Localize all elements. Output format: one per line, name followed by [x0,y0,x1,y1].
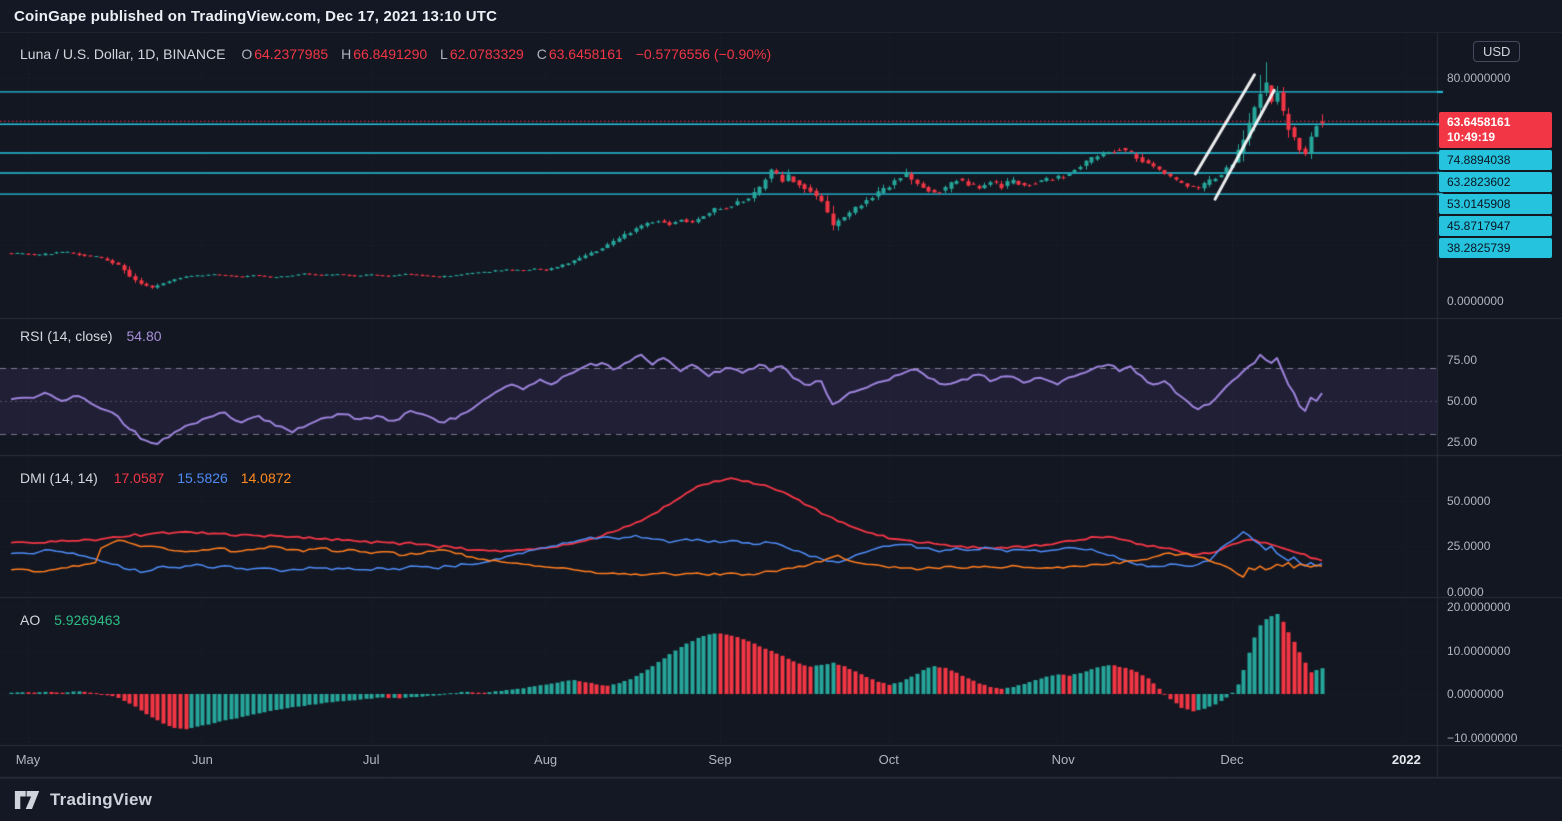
high-key: H [341,46,352,62]
dmi-minus-di-value: 14.0872 [240,470,292,486]
bar-countdown: 10:49:19 [1447,130,1496,145]
attribution-text: CoinGape published on TradingView.com, D… [14,7,498,25]
rsi-tick-1: 50.00 [1447,394,1478,408]
low-key: L [440,46,448,62]
ao-tick-1: 10.0000000 [1447,643,1511,658]
tradingview-footer: TradingView [0,778,1562,821]
month-label-8: 2022 [1391,752,1421,767]
ao-tick-2: 0.0000000 [1447,687,1504,701]
low-value: 62.0783329 [449,46,524,62]
dmi-adx-value: 17.0587 [113,470,165,486]
rsi-value: 54.80 [126,328,162,344]
open-key: O [241,46,253,62]
ao-tick-0: 20.0000000 [1447,600,1511,614]
chart-canvas[interactable] [0,33,1562,778]
main-tick-2: 0.0000000 [1447,294,1504,308]
last-price-label: 63.6458161 10:49:19 [1439,112,1552,149]
ao-legend: AO 5.9269463 [20,612,120,628]
open-value: 64.2377985 [254,46,329,62]
dmi-tick-0: 50.0000 [1447,494,1491,508]
level-label-4: 38.2825739 [1439,238,1552,259]
dmi-tick-2: 0.0000 [1447,584,1484,599]
symbol-legend: Luna / U.S. Dollar, 1D, BINANCE O 64.2377… [20,46,771,62]
rsi-tick-2: 25.00 [1447,435,1478,450]
level-label-1: 63.2823602 [1439,172,1552,193]
month-label-7: Dec [1220,752,1244,767]
attribution-bar: CoinGape published on TradingView.com, D… [0,0,1562,33]
symbol-title: Luna / U.S. Dollar, 1D, BINANCE [20,46,226,62]
ao-label: AO [20,612,41,628]
last-price-value: 63.6458161 [1447,115,1511,130]
currency-badge[interactable]: USD [1473,41,1521,62]
level-label-0: 74.8894038 [1439,150,1552,171]
close-value: 63.6458161 [548,46,623,62]
ao-tick-3: −10.0000000 [1447,730,1518,745]
ao-value: 5.9269463 [54,612,121,628]
tradingview-logo-icon[interactable] [14,790,41,811]
dmi-plus-di-value: 15.5826 [177,470,228,486]
close-key: C [536,46,547,62]
dmi-legend: DMI (14, 14) 17.0587 15.5826 14.0872 [20,470,291,486]
high-value: 66.8491290 [353,46,428,62]
main-tick-0: 80.0000000 [1447,70,1511,85]
level-label-2: 53.0145908 [1439,194,1552,215]
month-label-2: Jul [362,752,380,767]
month-label-4: Sep [708,752,732,767]
rsi-label: RSI (14, close) [20,328,113,344]
month-label-1: Jun [191,752,213,767]
level-label-3: 45.8717947 [1439,216,1552,237]
month-label-6: Nov [1051,752,1075,767]
dmi-label: DMI (14, 14) [20,470,98,486]
change-value: −0.5776556 (−0.90%) [635,46,772,62]
dmi-tick-1: 25.0000 [1447,539,1491,554]
rsi-legend: RSI (14, close) 54.80 [20,328,162,344]
month-label-3: Aug [534,752,558,767]
month-label-0: May [15,752,41,767]
month-label-5: Oct [878,752,899,767]
rsi-tick-0: 75.00 [1447,352,1478,367]
tradingview-brand[interactable]: TradingView [50,790,153,809]
